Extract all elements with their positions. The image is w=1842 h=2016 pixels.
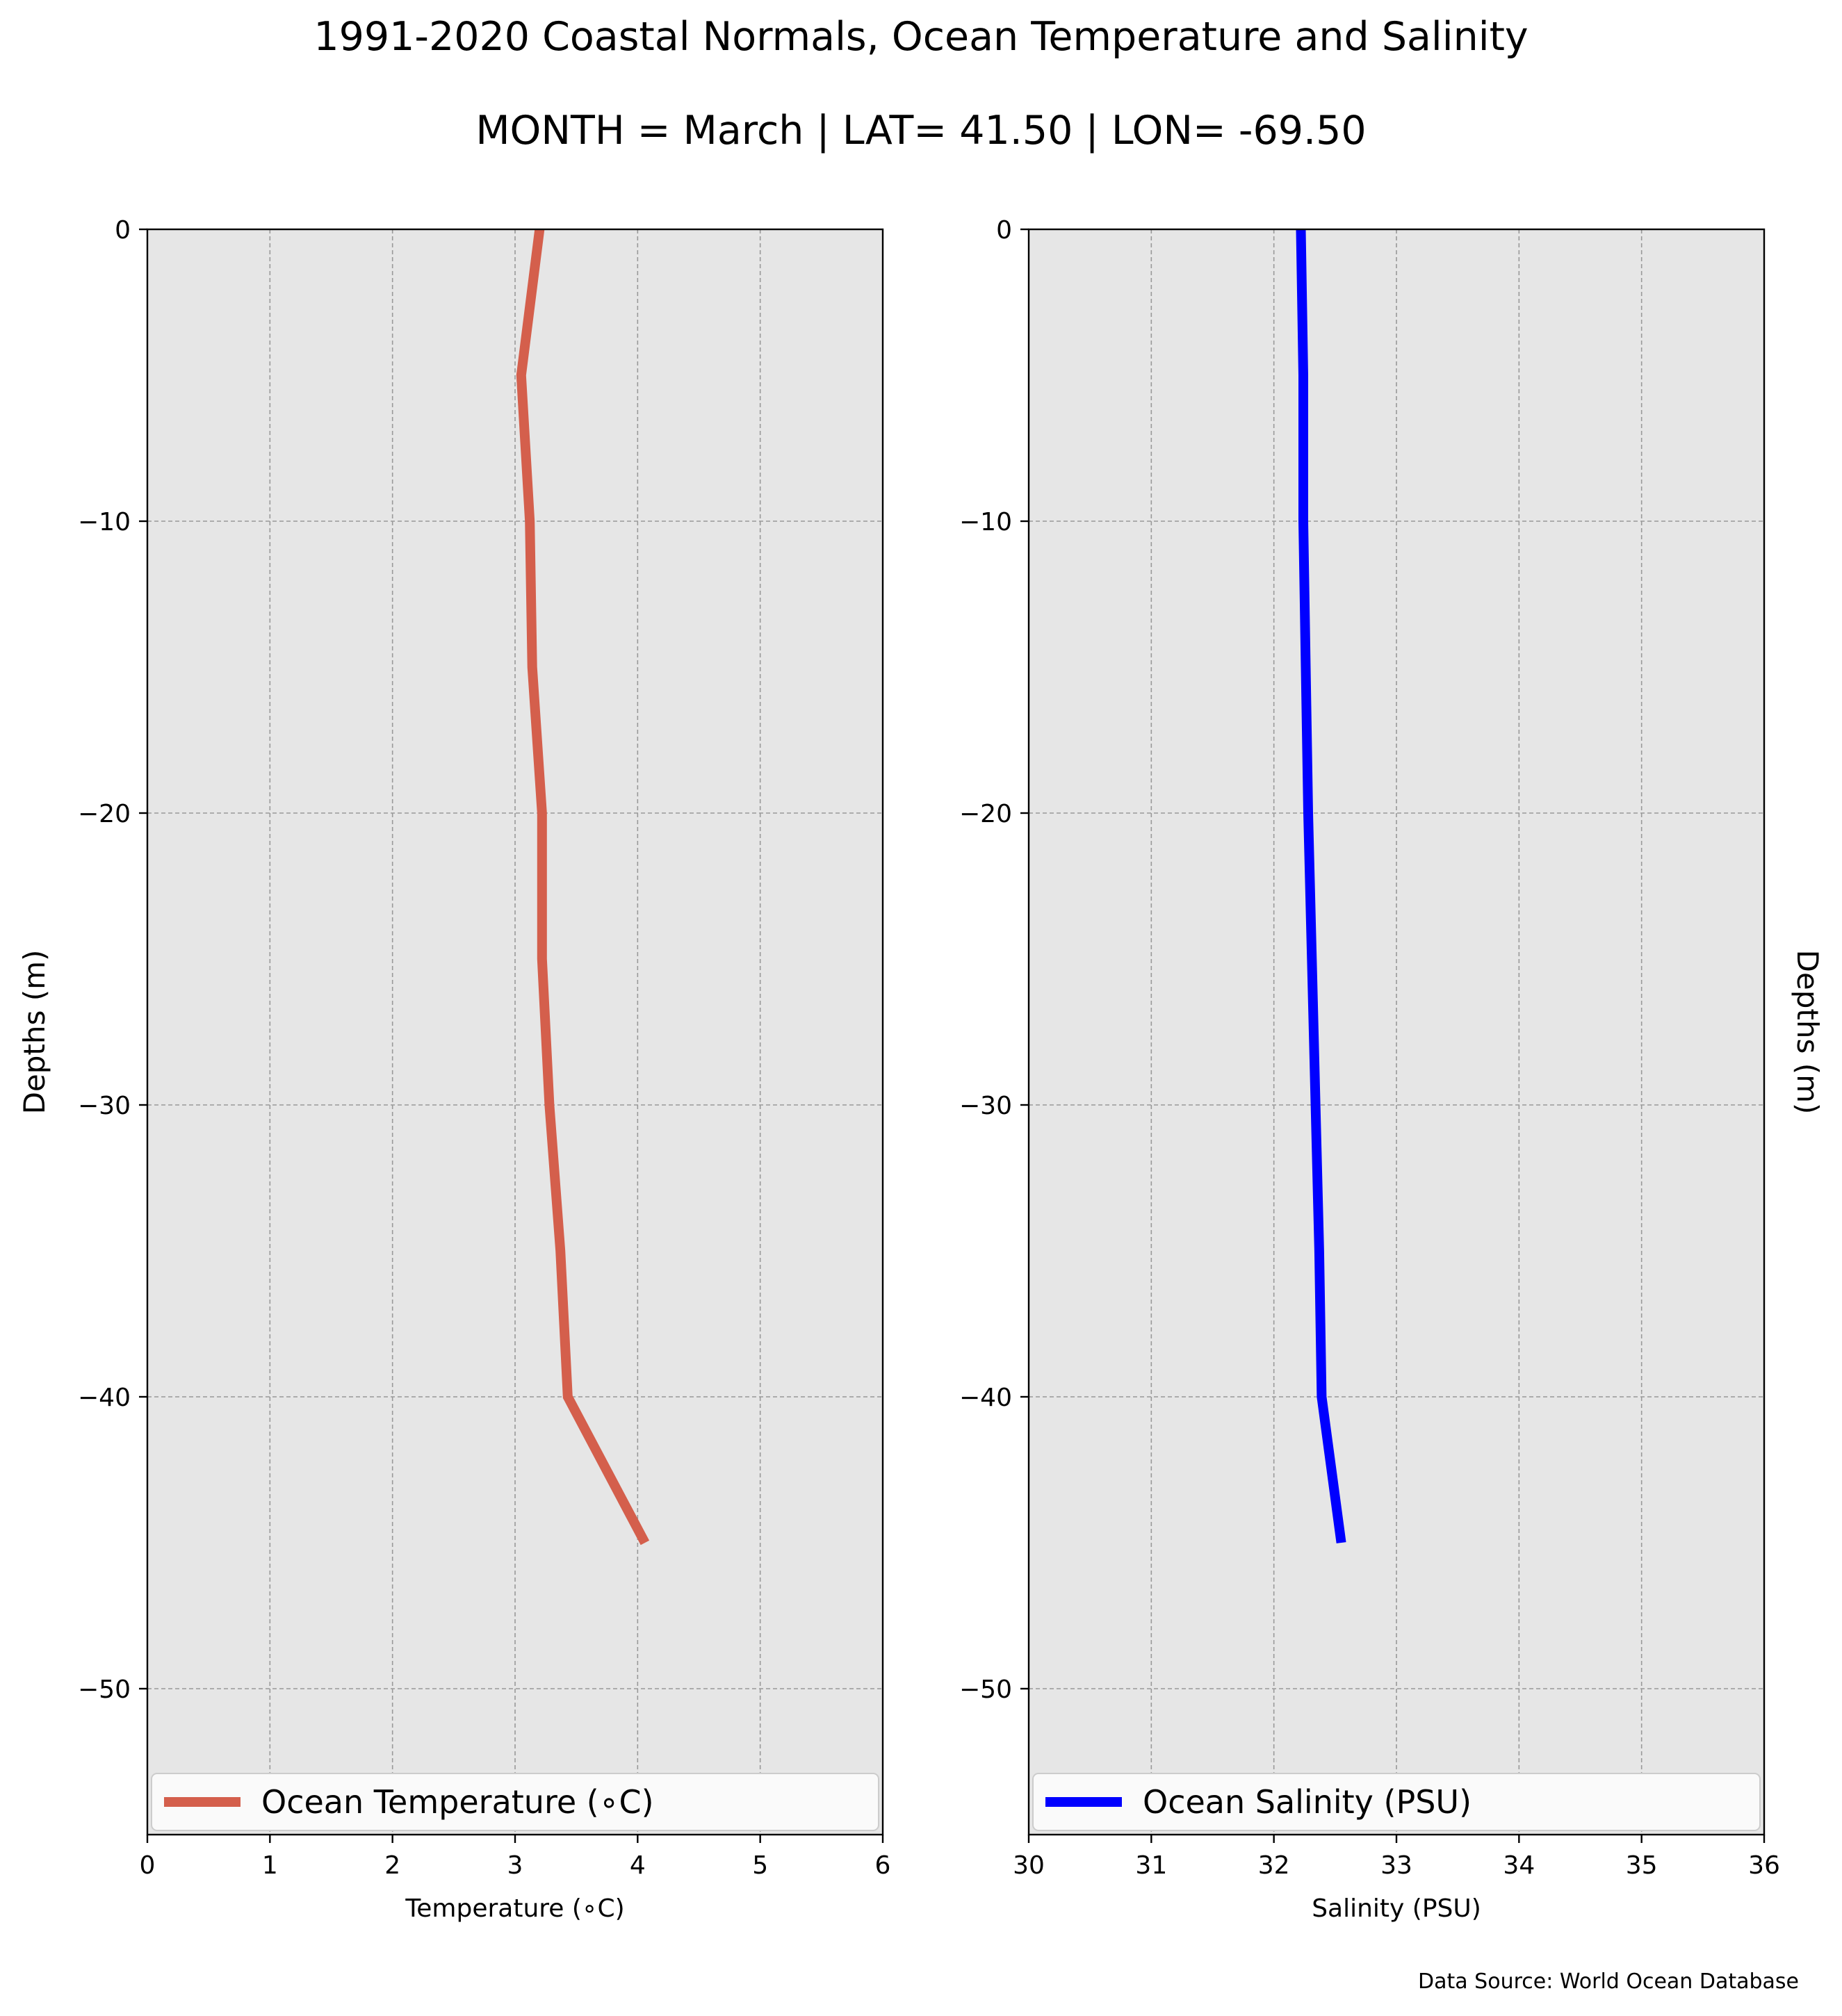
x-tick-label: 36 (1748, 1851, 1780, 1880)
y-tick-label: −40 (959, 1384, 1012, 1412)
chart-subtitle: MONTH = March | LAT= 41.50 | LON= -69.50 (475, 108, 1367, 154)
plot-panel-right: Ocean Salinity (PSU) 30 31 32 33 34 35 36 0 −10 −2… (959, 216, 1825, 1923)
x-axis-label: Temperature (∘C) (405, 1894, 624, 1923)
plot-panel-left: Ocean Temperature (∘C) 0 1 2 3 4 5 6 0 −10 −20 −30 −… (17, 216, 890, 1923)
y-tick-label: −50 (78, 1675, 131, 1704)
chart-title: 1991-2020 Coastal Normals, Ocean Tempera… (313, 14, 1529, 60)
x-tick-label: 0 (140, 1851, 156, 1880)
x-tick-label: 30 (1013, 1851, 1045, 1880)
y-tick-label: −40 (78, 1384, 131, 1412)
y-tick-label: −50 (959, 1675, 1012, 1704)
x-tick-label: 5 (752, 1851, 768, 1880)
series-line (516, 229, 650, 1546)
legend-box (1032, 1773, 1761, 1831)
x-tick-label: 6 (875, 1851, 891, 1880)
x-tick-label: 34 (1503, 1851, 1535, 1880)
legend-label: Ocean Temperature (∘C) (261, 1783, 654, 1821)
y-tick-label: −30 (78, 1092, 131, 1120)
x-tick-label: 33 (1380, 1851, 1412, 1880)
y-tick-label: −30 (959, 1092, 1012, 1120)
y-tick-label: −20 (959, 800, 1012, 828)
x-axis-label: Salinity (PSU) (1312, 1894, 1481, 1923)
y-axis-label: Depths (m) (1791, 950, 1825, 1115)
x-tick-label: 3 (507, 1851, 523, 1880)
y-axis-label: Depths (m) (17, 950, 51, 1115)
series-line (1296, 229, 1346, 1543)
x-tick-label: 1 (262, 1851, 278, 1880)
legend-label: Ocean Salinity (PSU) (1143, 1783, 1472, 1821)
y-tick-label: −10 (78, 508, 131, 536)
x-tick-label: 4 (630, 1851, 646, 1880)
x-tick-label: 2 (384, 1851, 400, 1880)
data-source-note: Data Source: World Ocean Database (1418, 1969, 1799, 1994)
y-tick-label: −20 (78, 800, 131, 828)
x-tick-label: 35 (1626, 1851, 1658, 1880)
y-tick-label: −10 (959, 508, 1012, 536)
y-tick-label: 0 (115, 216, 131, 245)
x-tick-label: 32 (1258, 1851, 1290, 1880)
legend-box (151, 1773, 879, 1831)
x-tick-label: 31 (1135, 1851, 1167, 1880)
y-tick-label: 0 (996, 216, 1012, 245)
